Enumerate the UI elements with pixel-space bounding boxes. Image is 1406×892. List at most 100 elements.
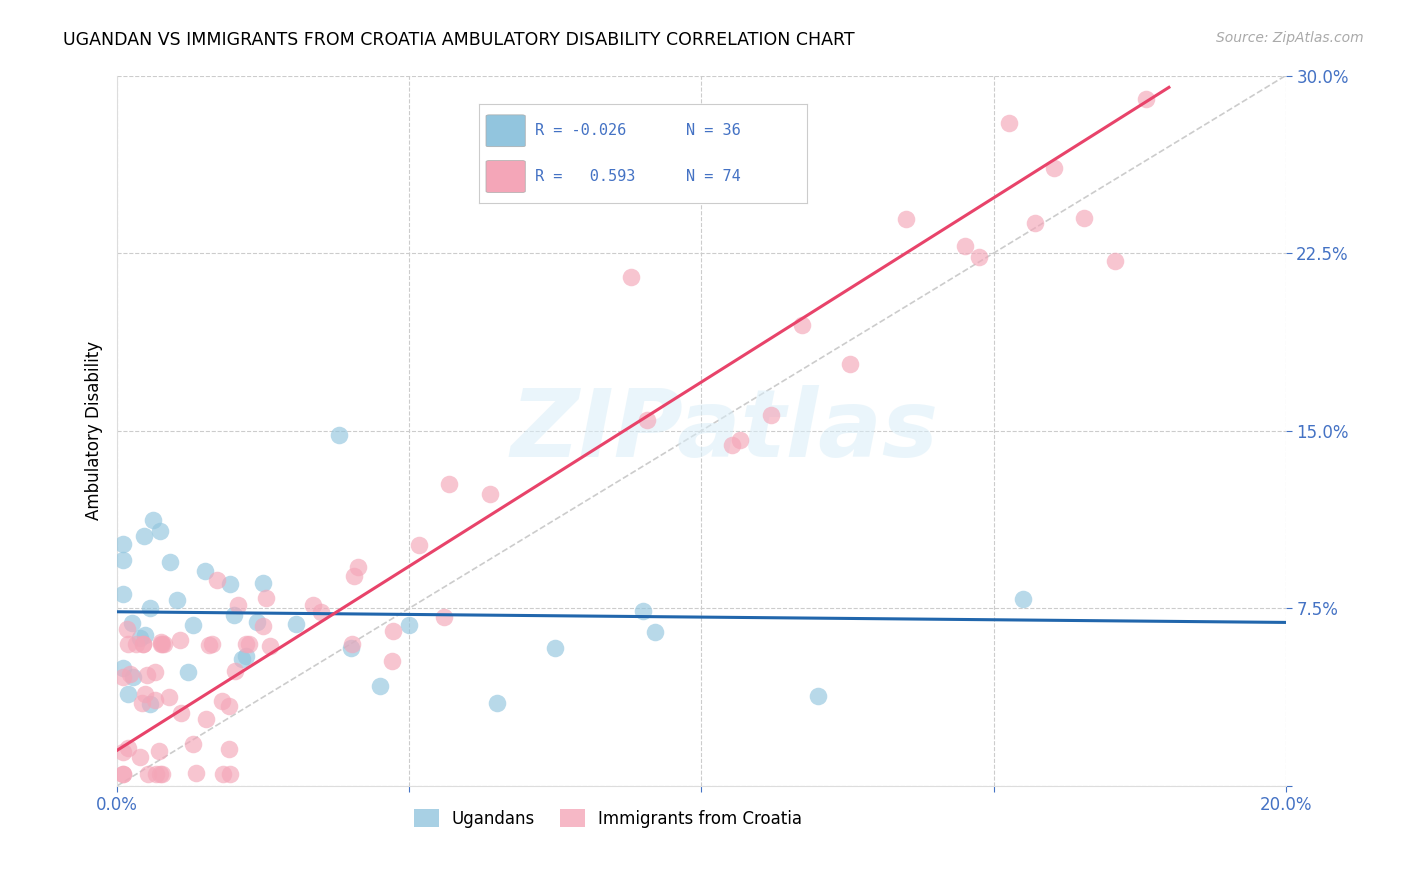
Point — [134, 627, 156, 641]
Point — [997, 116, 1019, 130]
Point — [340, 641, 363, 656]
Point — [479, 486, 502, 500]
Point — [134, 529, 156, 543]
Point — [644, 624, 666, 639]
Point — [112, 767, 135, 781]
Point — [122, 670, 145, 684]
Point — [302, 598, 325, 612]
Point — [967, 250, 990, 264]
Point — [128, 750, 150, 764]
Point — [807, 689, 830, 703]
Point — [839, 357, 862, 371]
Point — [181, 617, 204, 632]
Point — [121, 616, 143, 631]
Point — [368, 679, 391, 693]
Point — [1011, 591, 1033, 606]
Point — [170, 706, 193, 721]
Text: ZIPatlas: ZIPatlas — [510, 384, 939, 476]
Point — [896, 211, 918, 226]
Point — [152, 767, 174, 781]
Point — [432, 609, 454, 624]
Point — [115, 623, 138, 637]
Y-axis label: Ambulatory Disability: Ambulatory Disability — [86, 341, 103, 520]
Point — [235, 637, 257, 651]
Point — [125, 637, 148, 651]
Point — [117, 637, 139, 651]
Point — [112, 661, 135, 675]
Point — [150, 637, 173, 651]
Point — [1042, 161, 1064, 175]
Point — [201, 637, 224, 651]
Point — [328, 428, 350, 442]
Point — [1135, 92, 1157, 106]
Point — [226, 599, 249, 613]
Point — [145, 767, 167, 781]
Point — [1104, 254, 1126, 268]
Point — [177, 665, 200, 679]
Point — [194, 564, 217, 578]
Point — [169, 633, 191, 648]
Point — [138, 601, 160, 615]
Point — [112, 745, 135, 759]
Point — [194, 712, 217, 726]
Point — [636, 413, 658, 427]
Point — [135, 668, 157, 682]
Point — [235, 648, 257, 663]
Point — [132, 637, 155, 651]
Point — [117, 687, 139, 701]
Point — [252, 576, 274, 591]
Point — [284, 617, 307, 632]
Point — [219, 767, 242, 781]
Point — [128, 631, 150, 645]
Point — [252, 619, 274, 633]
Point — [118, 667, 141, 681]
Point — [343, 569, 366, 583]
Point — [197, 638, 219, 652]
Point — [728, 433, 751, 447]
Point — [211, 693, 233, 707]
Text: UGANDAN VS IMMIGRANTS FROM CROATIA AMBULATORY DISABILITY CORRELATION CHART: UGANDAN VS IMMIGRANTS FROM CROATIA AMBUL… — [63, 31, 855, 49]
Point — [254, 591, 277, 605]
Text: Source: ZipAtlas.com: Source: ZipAtlas.com — [1216, 31, 1364, 45]
Point — [134, 687, 156, 701]
Point — [721, 438, 744, 452]
Point — [117, 741, 139, 756]
Point — [246, 615, 269, 629]
Point — [218, 698, 240, 713]
Point — [620, 269, 643, 284]
Point — [145, 665, 167, 679]
Point — [218, 577, 240, 591]
Point — [631, 604, 654, 618]
Point — [224, 664, 246, 678]
Point — [138, 697, 160, 711]
Point — [112, 553, 135, 567]
Point — [112, 537, 135, 551]
Point — [166, 593, 188, 607]
Point — [153, 637, 176, 651]
Point — [218, 741, 240, 756]
Point — [112, 670, 135, 684]
Point — [132, 637, 155, 651]
Point — [148, 744, 170, 758]
Point — [136, 767, 159, 781]
Point — [181, 738, 204, 752]
Point — [544, 641, 567, 656]
Point — [207, 573, 229, 587]
Point — [149, 635, 172, 649]
Point — [149, 767, 172, 781]
Point — [149, 524, 172, 539]
Point — [112, 767, 135, 781]
Point — [439, 477, 461, 491]
Point — [238, 637, 260, 651]
Point — [157, 690, 180, 704]
Point — [143, 693, 166, 707]
Point — [408, 538, 430, 552]
Point — [211, 767, 233, 781]
Point — [761, 409, 783, 423]
Point — [340, 637, 363, 651]
Point — [231, 651, 253, 665]
Point — [381, 654, 404, 668]
Point — [1024, 216, 1046, 230]
Point — [381, 624, 404, 638]
Point — [259, 640, 281, 654]
